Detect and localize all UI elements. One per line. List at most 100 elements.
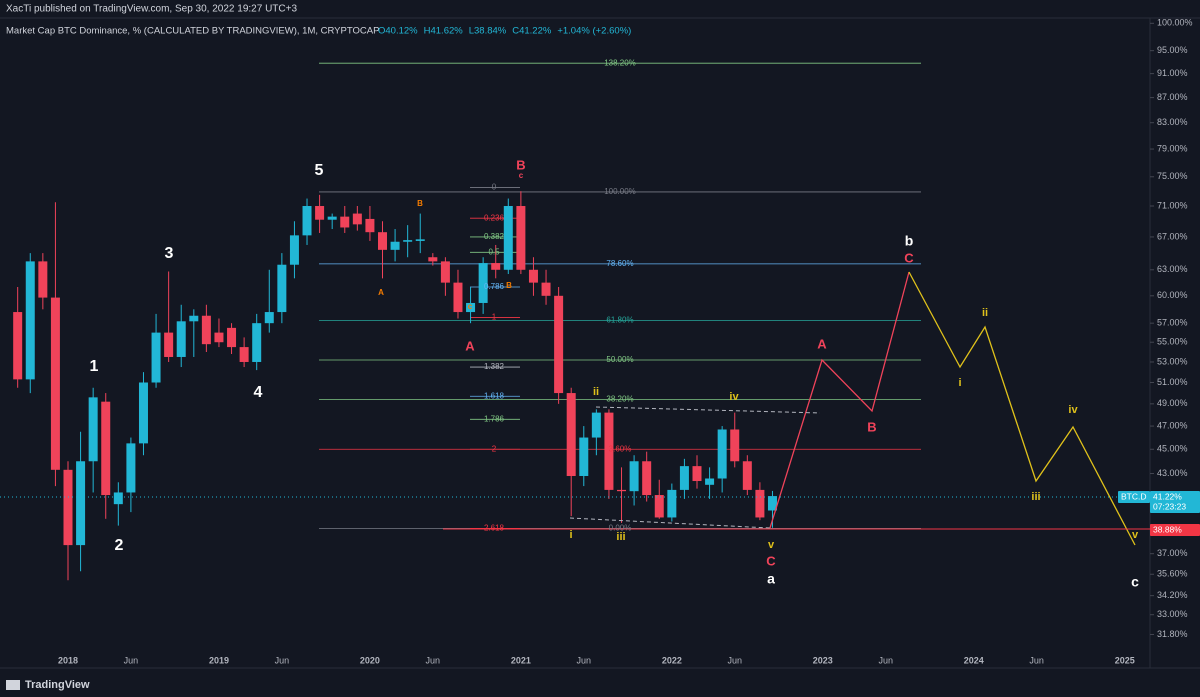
candle-body xyxy=(252,323,262,362)
candle-body xyxy=(679,466,689,490)
candle-body xyxy=(478,263,488,303)
y-tick-label: 55.00% xyxy=(1157,337,1188,347)
candle-body xyxy=(340,216,350,228)
candle-body xyxy=(503,206,513,270)
candle-body xyxy=(25,261,35,380)
candle-body xyxy=(327,216,337,220)
x-tick-label: 2021 xyxy=(511,655,531,665)
fib-label-2: 2.618 xyxy=(484,523,505,532)
y-tick-label: 35.60% xyxy=(1157,569,1188,579)
price-tag xyxy=(1150,491,1200,503)
fib-label-2: 1 xyxy=(492,313,497,322)
candle-body xyxy=(528,269,538,283)
ohlc-readout: O40.12% xyxy=(378,26,418,37)
fib-label-2: 0.5 xyxy=(488,247,500,256)
wedge-lower xyxy=(569,517,771,529)
candle-body xyxy=(767,496,777,511)
fib-label: 3.60% xyxy=(609,444,632,453)
candle-body xyxy=(63,469,73,546)
ohlc-readout: C41.22% xyxy=(512,26,552,37)
y-tick-label: 37.00% xyxy=(1157,548,1188,558)
candle-body xyxy=(88,397,98,462)
price-tag xyxy=(1150,501,1200,513)
x-tick-label: 2025 xyxy=(1115,655,1135,665)
fib-label-2: 1.618 xyxy=(484,391,505,400)
candle-body xyxy=(239,347,249,362)
y-tick-label: 87.00% xyxy=(1157,92,1188,102)
wave-label: c xyxy=(468,302,473,311)
x-tick-label: Jun xyxy=(878,655,893,665)
candle-body xyxy=(264,312,274,324)
candle-body xyxy=(352,213,362,225)
candle-body xyxy=(189,315,199,322)
y-tick-label: 45.00% xyxy=(1157,444,1188,454)
y-tick-label: 43.00% xyxy=(1157,468,1188,478)
y-tick-label: 67.00% xyxy=(1157,231,1188,241)
y-tick-label: 91.00% xyxy=(1157,68,1188,78)
candle-body xyxy=(755,489,765,518)
wave-label: B xyxy=(506,281,512,290)
wave-label: a xyxy=(767,571,775,587)
candle-body xyxy=(76,461,86,546)
x-tick-label: 2024 xyxy=(964,655,984,665)
y-tick-label: 95.00% xyxy=(1157,45,1188,55)
candle-body xyxy=(428,257,438,262)
wave-label: B xyxy=(417,199,423,208)
fib-label: 138.20% xyxy=(604,58,636,67)
x-tick-label: 2018 xyxy=(58,655,78,665)
candle-body xyxy=(566,393,576,477)
candle-body xyxy=(692,466,702,482)
ohlc-readout: L38.84% xyxy=(469,26,507,37)
candle-body xyxy=(466,302,476,313)
candle-body xyxy=(403,240,413,242)
fib-label: 0.00% xyxy=(609,523,632,532)
price-tag-label: 07:23:23 xyxy=(1153,501,1186,511)
candle-body xyxy=(591,412,601,438)
candle-body xyxy=(604,412,614,490)
y-tick-label: 79.00% xyxy=(1157,143,1188,153)
candle-body xyxy=(453,282,463,313)
projection-abc xyxy=(769,271,910,529)
fib-label-2: 0.236 xyxy=(484,213,505,222)
fib-label: 38.20% xyxy=(606,395,633,404)
candle-body xyxy=(176,321,186,357)
x-tick-label: 2022 xyxy=(662,655,682,665)
candle-body xyxy=(390,241,400,250)
wave-label: iii xyxy=(1031,491,1040,503)
x-tick-label: Jun xyxy=(426,655,441,665)
y-tick-label: 31.80% xyxy=(1157,629,1188,639)
wave-label: B xyxy=(867,419,876,434)
logo xyxy=(6,680,20,690)
candle-body xyxy=(302,206,312,236)
wave-label: B xyxy=(516,157,525,172)
wave-label: 1 xyxy=(90,358,99,375)
x-tick-label: Jun xyxy=(124,655,139,665)
y-tick-label: 47.00% xyxy=(1157,420,1188,430)
candle-body xyxy=(214,332,224,343)
candle-body xyxy=(705,478,715,485)
wave-label: 4 xyxy=(254,384,263,401)
wave-label: 3 xyxy=(165,245,174,262)
candle-body xyxy=(227,327,237,348)
y-tick-label: 34.20% xyxy=(1157,590,1188,600)
fib-label-2: 1.382 xyxy=(484,362,505,371)
wave-label: 2 xyxy=(115,537,124,554)
projection-impulse xyxy=(908,271,1136,546)
candle-body xyxy=(516,206,526,270)
candle-body xyxy=(13,312,23,380)
candle-body xyxy=(541,282,551,296)
publisher: XacTi published on TradingView.com, Sep … xyxy=(6,4,297,15)
candle-body xyxy=(415,239,425,241)
y-tick-label: 51.00% xyxy=(1157,377,1188,387)
fib-label-2: 1.786 xyxy=(484,414,505,423)
candle-body xyxy=(277,264,287,313)
candle-body xyxy=(151,332,161,383)
x-tick-label: Jun xyxy=(275,655,290,665)
wave-label: c xyxy=(1131,574,1139,590)
price-tag-label: 38.88% xyxy=(1153,524,1182,534)
x-tick-label: 2020 xyxy=(360,655,380,665)
candle-body xyxy=(742,461,752,490)
wave-label: b xyxy=(905,233,914,249)
wave-label: iii xyxy=(616,531,625,543)
